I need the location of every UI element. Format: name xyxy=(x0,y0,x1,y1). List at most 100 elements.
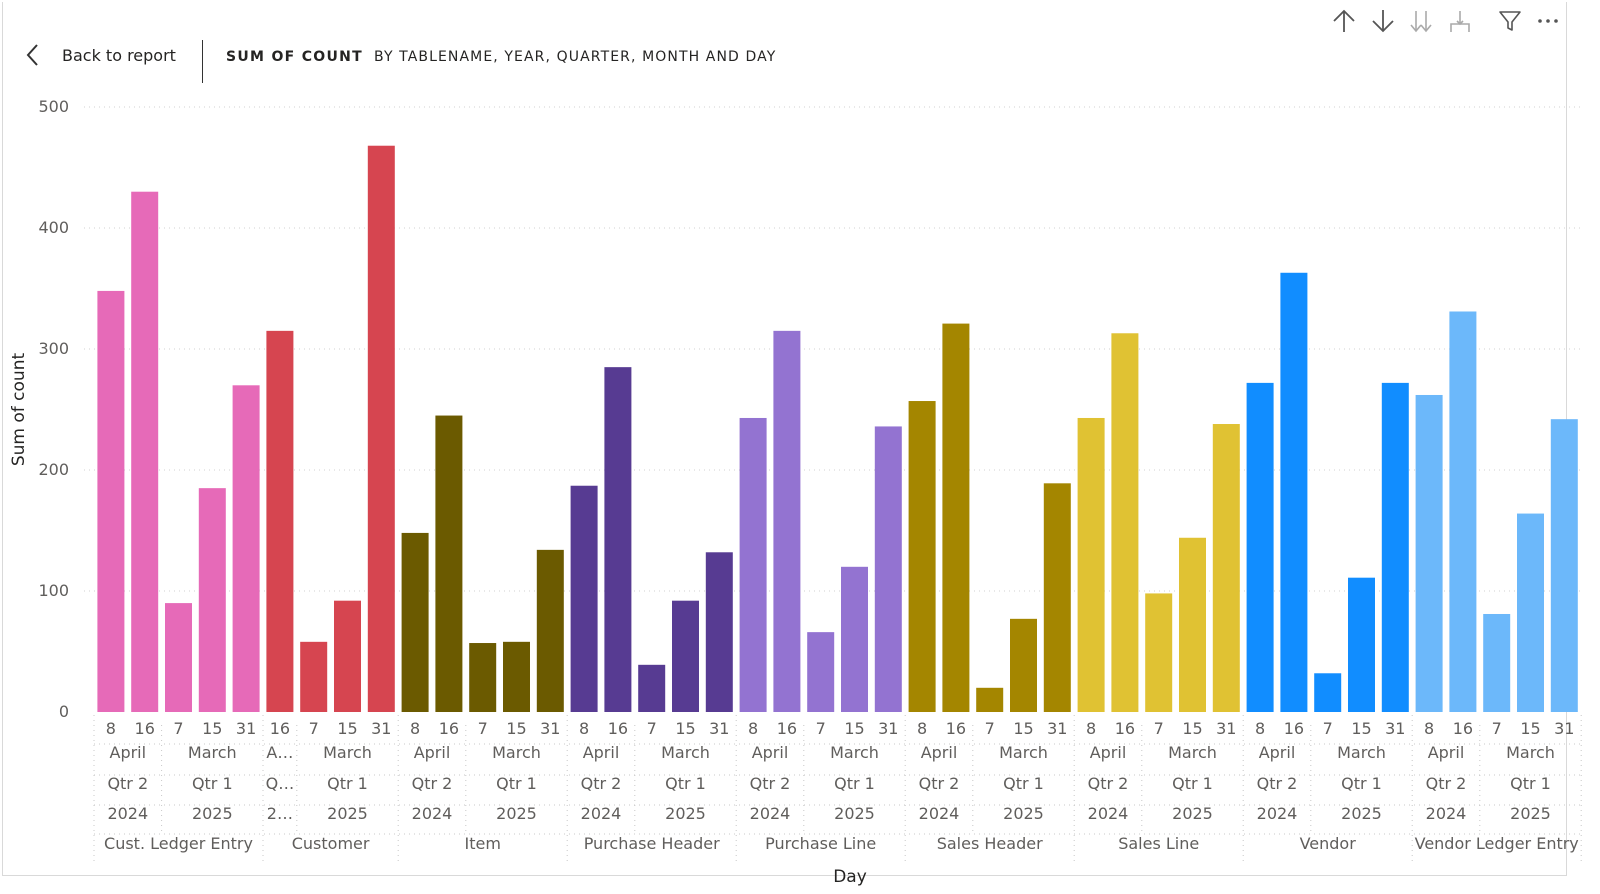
bar[interactable] xyxy=(908,401,936,712)
month-tick-label: March xyxy=(323,743,372,762)
bar[interactable] xyxy=(976,687,1004,712)
bar[interactable] xyxy=(536,549,564,712)
arrow-up-icon xyxy=(1333,9,1355,32)
year-tick-label: 2025 xyxy=(834,804,875,823)
bar[interactable] xyxy=(874,426,902,712)
bar[interactable] xyxy=(1010,618,1037,712)
bar[interactable] xyxy=(232,385,260,712)
year-tick-label: 2025 xyxy=(1172,804,1213,823)
bar[interactable] xyxy=(1077,417,1105,712)
day-tick-label: 8 xyxy=(1255,719,1265,738)
quarter-tick-label: Qtr 1 xyxy=(834,774,875,793)
bar[interactable] xyxy=(165,603,192,712)
drill-down-icon xyxy=(1410,11,1432,33)
drill-mode-button[interactable] xyxy=(1370,8,1396,34)
y-tick-label: 100 xyxy=(38,581,69,600)
day-tick-label: 7 xyxy=(816,719,826,738)
day-tick-label: 15 xyxy=(1520,719,1540,738)
bar[interactable] xyxy=(739,417,767,712)
year-tick-label: 2025 xyxy=(327,804,368,823)
bar[interactable] xyxy=(1415,394,1443,712)
month-tick-label: March xyxy=(661,743,710,762)
year-tick-label: 2024 xyxy=(1426,804,1467,823)
bar[interactable] xyxy=(942,323,970,712)
bar[interactable] xyxy=(401,532,429,712)
bar[interactable] xyxy=(1043,483,1071,712)
bar[interactable] xyxy=(638,664,666,712)
bar[interactable] xyxy=(266,330,294,712)
bar[interactable] xyxy=(367,145,395,713)
day-tick-label: 7 xyxy=(1154,719,1164,738)
bar[interactable] xyxy=(807,632,835,712)
bar[interactable] xyxy=(604,367,632,712)
bar[interactable] xyxy=(435,415,463,712)
bar[interactable] xyxy=(1517,513,1544,712)
filter-icon xyxy=(1499,11,1521,31)
table-name-label: Sales Line xyxy=(1118,834,1199,853)
day-tick-label: 8 xyxy=(410,719,420,738)
bar[interactable] xyxy=(1483,613,1511,712)
year-tick-label: 2025 xyxy=(1341,804,1382,823)
day-tick-label: 8 xyxy=(917,719,927,738)
bar[interactable] xyxy=(1111,333,1139,712)
bar[interactable] xyxy=(705,552,733,712)
table-name-label: Purchase Line xyxy=(765,834,876,853)
day-tick-label: 15 xyxy=(337,719,357,738)
bar[interactable] xyxy=(1145,593,1173,712)
bar[interactable] xyxy=(570,485,598,712)
bar[interactable] xyxy=(131,191,159,712)
bar[interactable] xyxy=(1449,311,1477,712)
bar[interactable] xyxy=(1280,272,1308,712)
table-name-label: Vendor Ledger Entry xyxy=(1415,834,1579,853)
bar[interactable] xyxy=(97,290,125,712)
month-tick-label: April xyxy=(583,743,620,762)
day-tick-label: 31 xyxy=(1385,719,1405,738)
quarter-tick-label: Qtr 2 xyxy=(581,774,622,793)
bar[interactable] xyxy=(1212,424,1240,712)
more-options-icon xyxy=(1538,19,1558,23)
day-tick-label: 16 xyxy=(135,719,155,738)
filter-button[interactable] xyxy=(1497,8,1523,34)
month-tick-label: April xyxy=(1090,743,1127,762)
month-tick-label: April xyxy=(921,743,958,762)
bar[interactable] xyxy=(198,488,226,712)
year-tick-label: 2024 xyxy=(581,804,622,823)
bar[interactable] xyxy=(1381,382,1409,712)
day-tick-label: 8 xyxy=(748,719,758,738)
day-tick-label: 7 xyxy=(173,719,183,738)
bar[interactable] xyxy=(1550,419,1578,712)
bar[interactable] xyxy=(1314,673,1342,712)
day-tick-label: 15 xyxy=(506,719,526,738)
bar[interactable] xyxy=(469,643,497,712)
bar[interactable] xyxy=(503,641,530,712)
day-tick-label: 8 xyxy=(579,719,589,738)
bar[interactable] xyxy=(1246,382,1274,712)
bar[interactable] xyxy=(300,641,328,712)
arrow-down-icon xyxy=(1372,10,1394,33)
table-name-label: Sales Header xyxy=(937,834,1043,853)
day-tick-label: 16 xyxy=(1284,719,1304,738)
day-tick-label: 7 xyxy=(647,719,657,738)
go-to-next-level-button[interactable] xyxy=(1408,8,1434,34)
bar[interactable] xyxy=(1348,577,1375,712)
y-tick-label: 400 xyxy=(38,218,69,237)
day-tick-label: 31 xyxy=(878,719,898,738)
back-to-report-button[interactable]: Back to report xyxy=(24,42,176,68)
expand-hierarchy-icon xyxy=(1450,11,1470,32)
bar[interactable] xyxy=(334,600,361,712)
day-tick-label: 16 xyxy=(946,719,966,738)
bar[interactable] xyxy=(841,566,868,712)
month-tick-label: March xyxy=(188,743,237,762)
expand-next-level-button[interactable] xyxy=(1447,8,1473,34)
month-tick-label: March xyxy=(492,743,541,762)
drill-up-button[interactable] xyxy=(1331,8,1357,34)
day-tick-label: 7 xyxy=(1492,719,1502,738)
y-tick-label: 0 xyxy=(59,702,69,721)
bar[interactable] xyxy=(672,600,699,712)
year-tick-label: 2025 xyxy=(496,804,537,823)
more-options-button[interactable] xyxy=(1535,8,1561,34)
year-tick-label: 2024 xyxy=(1257,804,1298,823)
bar[interactable] xyxy=(1179,537,1206,712)
bar[interactable] xyxy=(773,330,801,712)
